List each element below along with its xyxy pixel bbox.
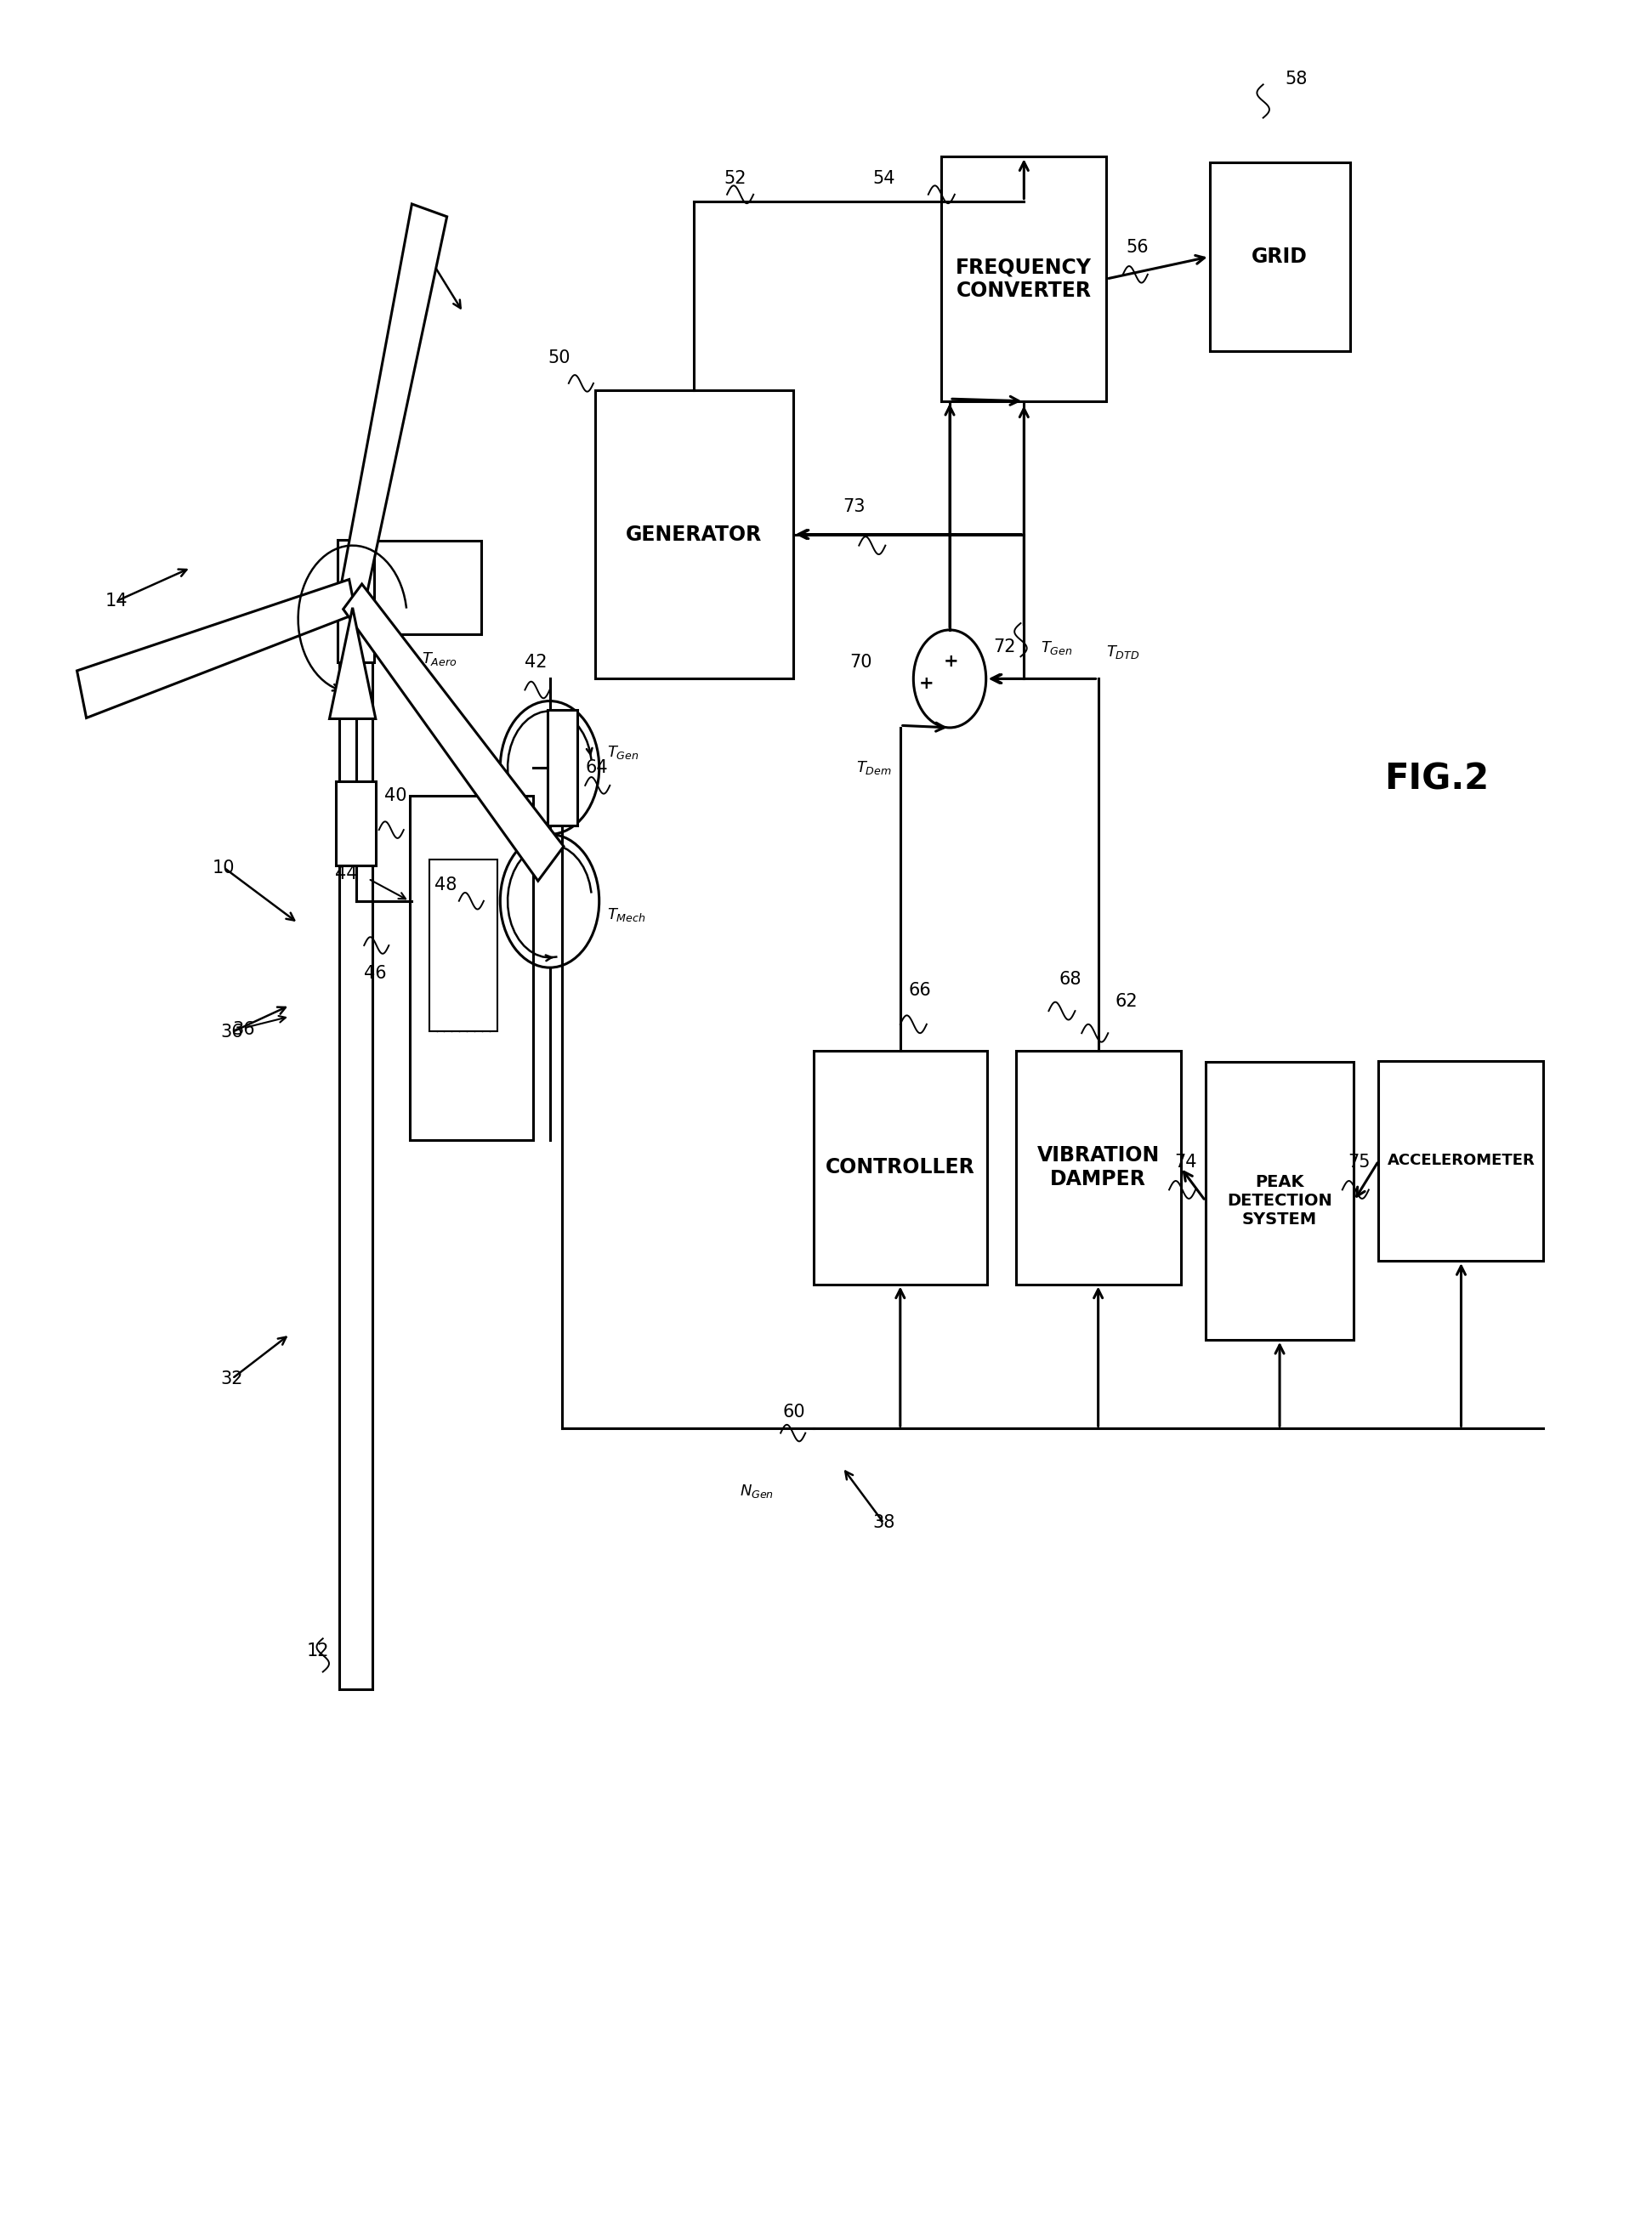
Text: 50: 50	[548, 349, 570, 367]
Bar	[814, 1052, 986, 1283]
Text: 56: 56	[1127, 238, 1148, 256]
Text: 40: 40	[383, 787, 406, 805]
Text: 62: 62	[1115, 992, 1137, 1010]
Text: FREQUENCY
CONVERTER: FREQUENCY CONVERTER	[957, 256, 1092, 300]
Text: 73: 73	[843, 498, 866, 516]
Polygon shape	[78, 580, 355, 718]
Bar	[1209, 162, 1350, 351]
Text: 52: 52	[724, 169, 747, 187]
Text: 58: 58	[1285, 71, 1307, 89]
Bar	[595, 389, 793, 678]
Text: ACCELEROMETER: ACCELEROMETER	[1388, 1154, 1535, 1168]
Text: $T_{DTD}$: $T_{DTD}$	[1107, 643, 1140, 661]
Text: 34: 34	[411, 238, 433, 254]
Text: 64: 64	[585, 758, 608, 776]
Bar	[410, 796, 534, 1139]
Bar	[1206, 1063, 1355, 1339]
Bar	[547, 709, 577, 825]
Text: VIBRATION
DAMPER: VIBRATION DAMPER	[1037, 1145, 1160, 1190]
Text: FIG.2: FIG.2	[1384, 761, 1488, 796]
Polygon shape	[329, 607, 375, 718]
Text: +: +	[943, 654, 958, 669]
Polygon shape	[344, 585, 563, 881]
Text: 36: 36	[221, 1023, 243, 1041]
Text: GENERATOR: GENERATOR	[626, 525, 762, 545]
Text: 74: 74	[1175, 1154, 1198, 1172]
Text: CONTROLLER: CONTROLLER	[826, 1156, 975, 1179]
Text: 38: 38	[872, 1515, 895, 1532]
Text: 36: 36	[233, 1021, 254, 1039]
Bar	[430, 858, 497, 1032]
Text: 46: 46	[363, 965, 387, 983]
Bar	[1016, 1052, 1181, 1283]
Text: PEAK
DETECTION
SYSTEM: PEAK DETECTION SYSTEM	[1227, 1174, 1332, 1228]
Text: 75: 75	[1348, 1154, 1371, 1172]
Polygon shape	[340, 205, 448, 600]
Text: 32: 32	[221, 1370, 243, 1388]
Text: 42: 42	[525, 654, 547, 672]
Text: 70: 70	[849, 654, 872, 672]
Text: $T_{Dem}$: $T_{Dem}$	[856, 758, 892, 776]
Text: $T_{Aero}$: $T_{Aero}$	[421, 649, 458, 667]
Text: 12: 12	[306, 1644, 329, 1659]
Text: 10: 10	[213, 858, 235, 876]
Bar	[942, 156, 1107, 400]
Text: $N_{Gen}$: $N_{Gen}$	[740, 1483, 773, 1499]
Text: 14: 14	[106, 592, 127, 609]
Text: 44: 44	[335, 865, 358, 883]
Text: GRID: GRID	[1252, 247, 1308, 267]
Bar	[373, 540, 481, 634]
Bar	[1379, 1061, 1543, 1261]
Text: 60: 60	[783, 1403, 806, 1421]
Text: $T_{Gen}$: $T_{Gen}$	[1041, 638, 1072, 656]
Text: $T_{Mech}$: $T_{Mech}$	[608, 905, 646, 923]
Text: 54: 54	[872, 169, 895, 187]
Text: 68: 68	[1059, 970, 1082, 987]
Bar	[337, 540, 373, 663]
Text: 72: 72	[993, 638, 1016, 656]
Text: 48: 48	[434, 876, 456, 894]
Bar	[335, 781, 375, 865]
Text: $T_{Gen}$: $T_{Gen}$	[608, 743, 639, 761]
Text: +: +	[919, 674, 933, 692]
Text: 66: 66	[909, 981, 932, 999]
Bar	[339, 600, 372, 1690]
